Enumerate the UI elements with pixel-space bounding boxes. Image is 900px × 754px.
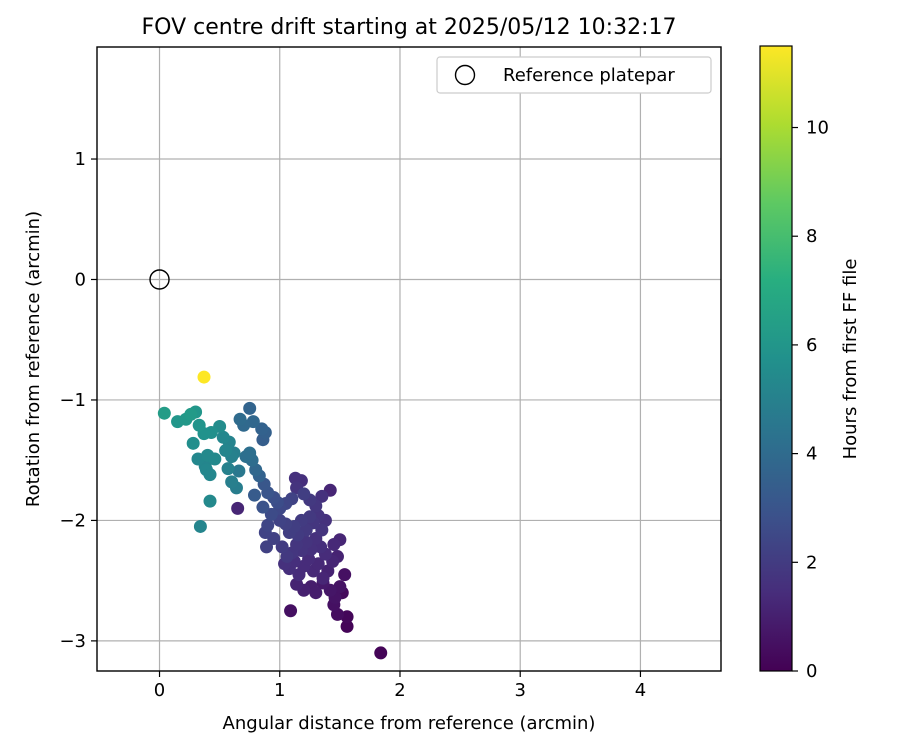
data-point bbox=[264, 507, 278, 521]
data-point bbox=[157, 406, 171, 420]
grid bbox=[97, 47, 721, 671]
plot-frame bbox=[96, 46, 722, 672]
reference-marker bbox=[149, 269, 170, 290]
data-point bbox=[290, 538, 304, 552]
data-point bbox=[192, 418, 206, 432]
data-point bbox=[284, 604, 298, 618]
colorbar-label: Hours from first FF file bbox=[840, 259, 861, 460]
data-point bbox=[208, 452, 222, 466]
x-tick-label: 1 bbox=[274, 680, 285, 701]
data-point bbox=[243, 401, 257, 415]
colorbar-tick-label: 8 bbox=[806, 226, 817, 247]
data-point bbox=[232, 464, 246, 478]
data-point bbox=[248, 488, 262, 502]
data-point bbox=[243, 446, 257, 460]
data-point bbox=[256, 500, 270, 514]
legend-marker-icon bbox=[454, 64, 476, 86]
x-axis-label: Angular distance from reference (arcmin) bbox=[223, 713, 596, 734]
y-tick-label: −3 bbox=[59, 631, 86, 652]
data-point bbox=[297, 487, 311, 501]
data-point bbox=[186, 436, 200, 450]
data-point bbox=[275, 540, 289, 554]
data-point bbox=[316, 571, 330, 585]
chart-title: FOV centre drift starting at 2025/05/12 … bbox=[142, 15, 677, 40]
data-point bbox=[197, 370, 211, 384]
data-points bbox=[157, 370, 388, 660]
data-point bbox=[184, 407, 198, 421]
data-point bbox=[203, 494, 217, 508]
legend: Reference platepar bbox=[436, 56, 712, 94]
colorbar-ticks: 0 2 4 6 8 10 bbox=[792, 118, 829, 682]
data-point bbox=[315, 523, 329, 537]
y-axis-label: Rotation from reference (arcmin) bbox=[23, 211, 44, 507]
legend-label: Reference platepar bbox=[503, 65, 675, 86]
data-point bbox=[311, 557, 325, 571]
colorbar-gradient bbox=[759, 45, 793, 672]
y-axis-ticks: −3 −2 −1 0 1 bbox=[59, 149, 97, 652]
y-tick-label: −1 bbox=[59, 390, 86, 411]
data-point bbox=[338, 568, 352, 582]
colorbar-tick-label: 4 bbox=[806, 444, 817, 465]
data-point bbox=[255, 422, 269, 436]
data-point bbox=[327, 538, 341, 552]
colorbar: 0 2 4 6 8 10 Hours from first FF file bbox=[759, 45, 861, 682]
reference-point-marker bbox=[149, 269, 170, 290]
data-point bbox=[260, 540, 274, 554]
data-point bbox=[216, 430, 230, 444]
data-point bbox=[315, 489, 329, 503]
colorbar-tick-label: 6 bbox=[806, 335, 817, 356]
data-point bbox=[193, 519, 207, 533]
colorbar-tick-label: 2 bbox=[806, 552, 817, 573]
legend-box bbox=[436, 56, 712, 94]
data-point bbox=[261, 518, 275, 532]
data-point bbox=[280, 550, 294, 564]
data-point bbox=[340, 619, 354, 633]
y-tick-label: 1 bbox=[75, 149, 86, 170]
x-tick-label: 2 bbox=[394, 680, 405, 701]
data-point bbox=[288, 471, 302, 485]
data-point bbox=[219, 444, 233, 458]
colorbar-tick-label: 10 bbox=[806, 118, 829, 139]
x-axis-ticks: 0 1 2 3 4 bbox=[154, 671, 646, 701]
colorbar-tick-label: 0 bbox=[806, 661, 817, 682]
y-tick-label: −2 bbox=[59, 510, 86, 531]
x-tick-label: 4 bbox=[635, 680, 646, 701]
y-tick-label: 0 bbox=[75, 269, 86, 290]
data-point bbox=[231, 501, 245, 515]
data-point bbox=[203, 468, 217, 482]
data-point bbox=[225, 475, 239, 489]
data-point bbox=[221, 462, 235, 476]
x-tick-label: 3 bbox=[514, 680, 525, 701]
data-point bbox=[233, 412, 247, 426]
x-tick-label: 0 bbox=[154, 680, 165, 701]
data-point bbox=[309, 586, 323, 600]
data-point bbox=[374, 646, 388, 660]
